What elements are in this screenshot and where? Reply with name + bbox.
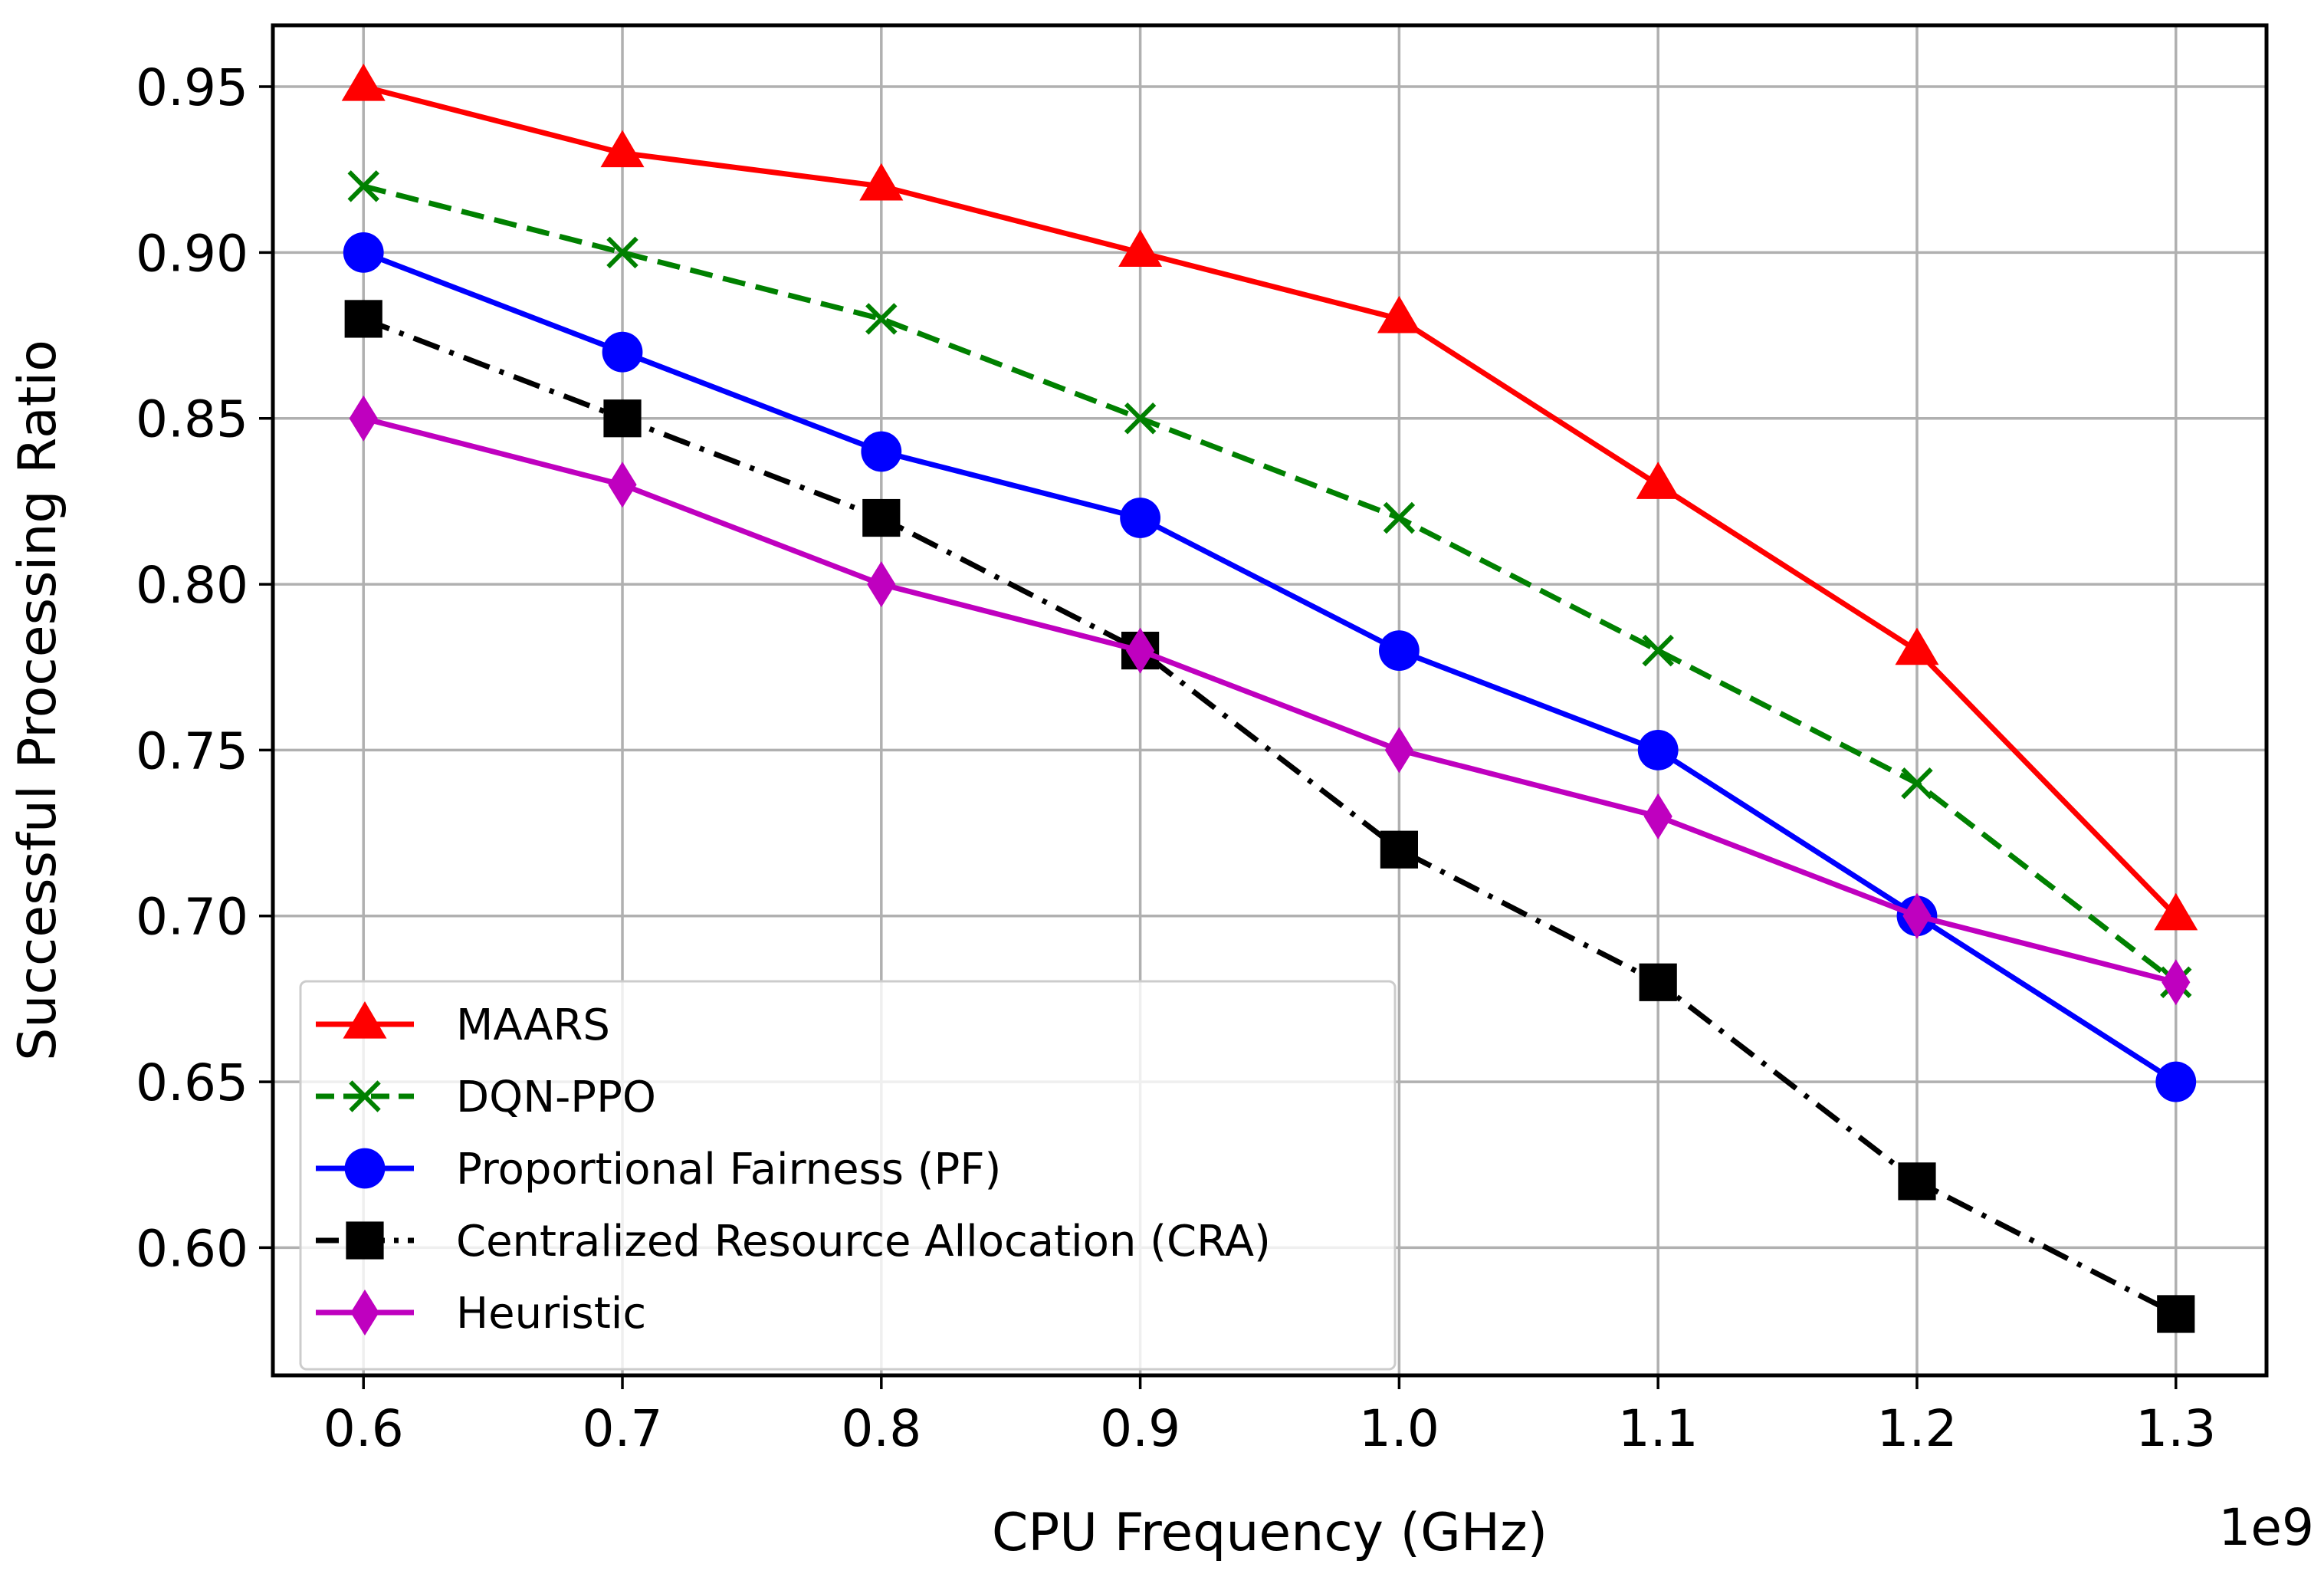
data-point (1383, 501, 1416, 534)
y-axis-label: Successful Processing Ratio (8, 340, 68, 1061)
legend-marker (350, 1290, 379, 1336)
data-point (867, 561, 896, 608)
data-point (602, 331, 643, 373)
y-tick-label: 0.85 (136, 390, 248, 449)
x-tick-label: 0.7 (583, 1399, 663, 1458)
x-tick-label: 0.8 (841, 1399, 921, 1458)
y-tick-label: 0.65 (136, 1053, 248, 1112)
legend-entry: Heuristic (316, 1289, 646, 1339)
y-tick-label: 0.95 (136, 58, 248, 117)
data-point (341, 64, 386, 101)
data-point (1902, 892, 1932, 939)
data-point (1642, 634, 1674, 667)
data-point (861, 431, 902, 472)
data-point (1901, 767, 1933, 800)
y-tick-label: 0.80 (136, 556, 248, 615)
data-point (2162, 959, 2191, 1006)
axis-ticks: 0.6 0.7 0.8 0.9 1.0 1.1 1.2 1.3 0.60 0.65 0.70 0.75… (136, 58, 2216, 1458)
legend-marker (343, 1001, 387, 1039)
x-tick-label: 1.0 (1359, 1399, 1439, 1458)
series-heuristic (349, 395, 2191, 1006)
legend-entry: MAARS (316, 1000, 610, 1050)
data-point (1377, 295, 1421, 333)
legend-label: MAARS (456, 1000, 610, 1050)
data-point (600, 130, 645, 168)
data-point (608, 462, 637, 508)
y-tick-label: 0.90 (136, 224, 248, 283)
legend-label: Centralized Resource Allocation (CRA) (456, 1217, 1271, 1267)
legend-entry: Proportional Fairness (PF) (316, 1145, 1001, 1194)
series-line (363, 416, 2177, 985)
series-maars (341, 64, 2198, 931)
series-line (363, 183, 2178, 985)
plot-series (341, 64, 2198, 1333)
y-tick-label: 0.75 (136, 721, 248, 780)
x-tick-label: 0.6 (323, 1399, 404, 1458)
y-tick-label: 0.70 (136, 888, 248, 947)
data-point (606, 236, 638, 269)
legend-entry: Centralized Resource Allocation (CRA) (316, 1217, 1271, 1267)
data-point (1384, 727, 1413, 774)
data-point (865, 303, 898, 335)
data-point (1637, 730, 1679, 770)
legend-marker (349, 1080, 381, 1112)
data-point (1643, 793, 1672, 839)
x-tick-label: 1.3 (2135, 1399, 2216, 1458)
series-line (362, 250, 2178, 1085)
x-tick-label: 1.1 (1618, 1399, 1699, 1458)
data-point (603, 399, 642, 438)
legend-marker (346, 1221, 384, 1260)
data-point (862, 498, 901, 537)
data-point (1378, 630, 1420, 671)
data-point (1895, 627, 1939, 665)
data-point (1380, 830, 1418, 869)
data-point (349, 395, 378, 442)
x-tick-label: 0.9 (1100, 1399, 1180, 1458)
data-point (1124, 402, 1157, 435)
legend-label: Heuristic (456, 1289, 646, 1339)
data-point (1898, 1162, 1936, 1201)
data-point (1120, 498, 1161, 538)
x-tick-label: 1.2 (1876, 1399, 1957, 1458)
series-dqn-ppo (347, 170, 2192, 999)
data-point (2157, 1295, 2195, 1333)
legend-label: DQN-PPO (456, 1073, 656, 1122)
data-point (1118, 229, 1163, 267)
data-point (347, 170, 379, 202)
y-tick-label: 0.60 (136, 1219, 248, 1278)
legend-marker (344, 1148, 386, 1189)
data-point (344, 300, 382, 338)
x-axis-offset-label: 1e9 (2218, 1498, 2314, 1557)
data-point (2155, 1061, 2197, 1102)
series-line (362, 316, 2178, 1317)
series-line (363, 84, 2178, 918)
legend-box (299, 980, 1397, 1371)
legend-entry: DQN-PPO (316, 1073, 656, 1122)
data-point (343, 232, 384, 273)
data-point (859, 163, 904, 201)
data-point (1126, 627, 1155, 674)
legend: MAARS DQN-PPO Proportional Fairness (PF) Ce… (299, 980, 1397, 1371)
data-point (1639, 963, 1677, 1001)
x-axis-label: CPU Frequency (GHz) (992, 1503, 1548, 1563)
data-point (1636, 462, 1680, 499)
data-point (2154, 892, 2198, 931)
legend-label: Proportional Fairness (PF) (456, 1145, 1001, 1194)
plot-frame (271, 23, 2269, 1378)
